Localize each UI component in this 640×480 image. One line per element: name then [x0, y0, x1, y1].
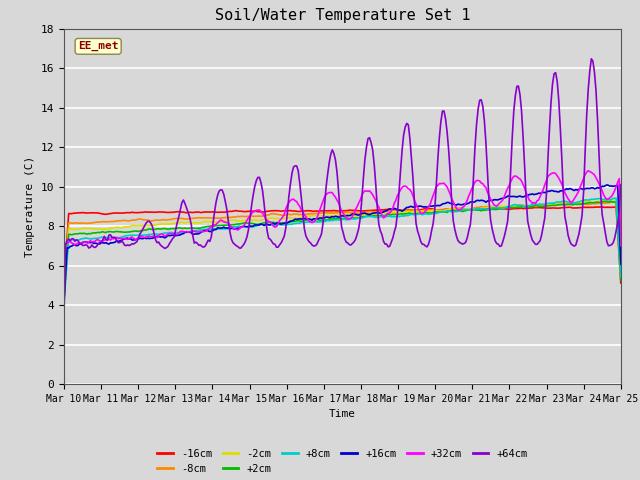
Text: EE_met: EE_met: [78, 41, 118, 51]
Y-axis label: Temperature (C): Temperature (C): [25, 156, 35, 257]
X-axis label: Time: Time: [329, 409, 356, 419]
Title: Soil/Water Temperature Set 1: Soil/Water Temperature Set 1: [214, 9, 470, 24]
Legend: -16cm, -8cm, -2cm, +2cm, +8cm, +16cm, +32cm, +64cm: -16cm, -8cm, -2cm, +2cm, +8cm, +16cm, +3…: [153, 444, 532, 478]
